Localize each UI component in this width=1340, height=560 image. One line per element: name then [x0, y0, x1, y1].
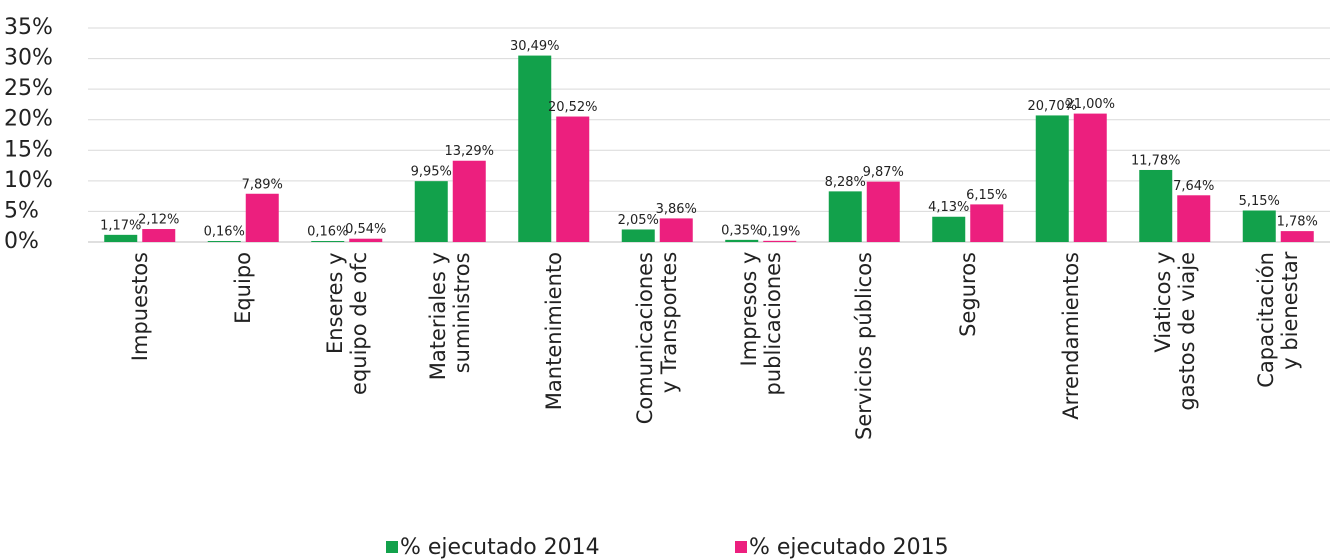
bar [763, 240, 797, 242]
bar [621, 229, 655, 242]
value-label: 1,17% [100, 218, 141, 233]
bar [349, 238, 383, 242]
legend-swatch [735, 541, 747, 553]
x-tick-label: Servicios públicos [852, 252, 877, 440]
bar [452, 160, 486, 242]
legend-swatch [386, 541, 398, 553]
bar [104, 234, 138, 242]
value-label: 0,19% [759, 224, 800, 239]
bar [828, 191, 862, 242]
value-label: 4,13% [928, 200, 969, 215]
x-tick-label: Capacitación y bienestar [1254, 252, 1303, 388]
x-tick-label: Equipo [231, 252, 256, 324]
x-tick-label: Impuestos [127, 252, 152, 362]
bar [866, 181, 900, 242]
value-label: 6,15% [966, 188, 1007, 203]
value-label: 13,29% [444, 144, 494, 159]
legend-label: % ejecutado 2015 [749, 535, 949, 560]
bar [1242, 210, 1276, 242]
x-tick-label: Arrendamientos [1059, 252, 1084, 420]
y-tick-label: 35% [4, 15, 53, 40]
value-label: 5,15% [1239, 194, 1280, 209]
bar [1073, 113, 1107, 242]
y-tick-label: 5% [4, 198, 39, 223]
bar [311, 241, 345, 242]
value-label: 11,78% [1131, 153, 1181, 168]
bar [1035, 115, 1069, 242]
bar [659, 218, 693, 242]
value-label: 3,86% [656, 202, 697, 217]
y-tick-label: 0% [4, 229, 39, 254]
bar [245, 193, 279, 242]
value-label: 0,54% [345, 222, 386, 237]
bar [518, 55, 552, 243]
bar [414, 181, 448, 242]
y-tick-label: 30% [4, 46, 53, 71]
y-tick-label: 15% [4, 137, 53, 162]
bar [142, 229, 176, 242]
x-tick-label: Comunicaciones y Transportes [633, 252, 682, 425]
x-tick-label: Viaticos y gastos de viaje [1150, 252, 1199, 411]
value-label: 1,78% [1277, 215, 1318, 230]
bar [556, 116, 590, 242]
x-tick-label: Materiales y suministros [426, 252, 475, 381]
value-label: 7,89% [242, 177, 283, 192]
value-label: 9,95% [411, 165, 452, 180]
value-label: 8,28% [825, 175, 866, 190]
bar [725, 239, 759, 242]
value-label: 21,00% [1065, 97, 1115, 112]
value-label: 9,87% [863, 165, 904, 180]
bar [970, 204, 1004, 242]
value-label: 30,49% [510, 39, 560, 54]
bar [1139, 169, 1173, 242]
bar [1280, 231, 1314, 242]
x-tick-label: Seguros [955, 252, 980, 337]
y-tick-label: 25% [4, 76, 53, 101]
value-label: 0,35% [721, 223, 762, 238]
value-label: 0,16% [204, 225, 245, 240]
value-label: 7,64% [1173, 179, 1214, 194]
value-label: 20,70% [1027, 99, 1077, 114]
value-label: 20,52% [548, 100, 598, 115]
value-label: 2,05% [618, 213, 659, 228]
x-tick-label: Enseres y equipo de ofc [322, 252, 371, 395]
value-label: 0,16% [307, 225, 348, 240]
bar [207, 241, 241, 242]
bar [1177, 195, 1211, 242]
legend-label: % ejecutado 2014 [400, 535, 600, 560]
y-tick-label: 20% [4, 107, 53, 132]
y-tick-label: 10% [4, 168, 53, 193]
x-tick-label: Impresos y publicaciones [736, 252, 785, 396]
x-tick-label: Mantenimiento [541, 252, 566, 411]
bar [932, 216, 966, 242]
value-label: 2,12% [138, 213, 179, 228]
